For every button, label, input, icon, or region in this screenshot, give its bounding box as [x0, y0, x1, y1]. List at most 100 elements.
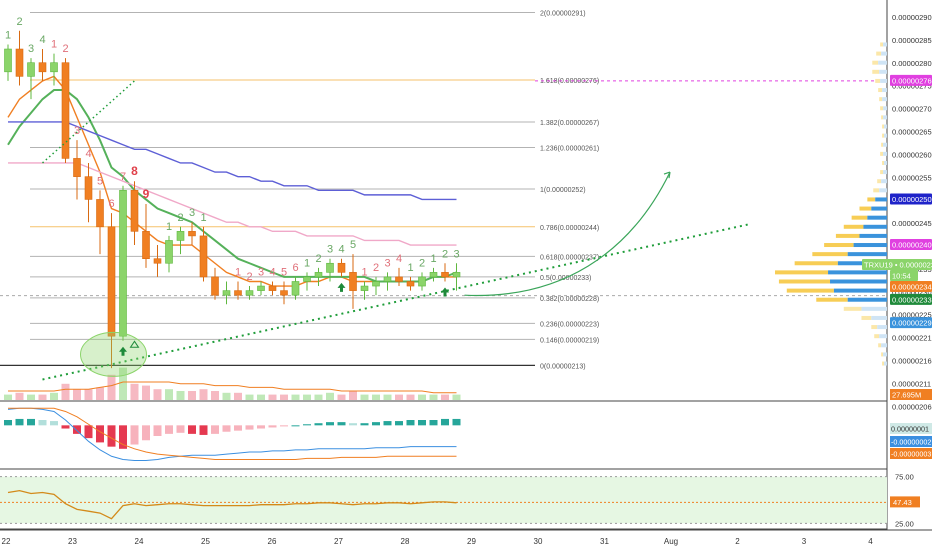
candle-body[interactable]	[165, 240, 173, 264]
volume-profile-sell-bar	[877, 179, 882, 184]
macd-signal-line	[8, 407, 457, 460]
volume-profile-sell-bar	[835, 233, 860, 238]
support-trendline	[42, 223, 749, 381]
volume-profile-buy-bar	[833, 288, 887, 293]
candle-body[interactable]	[15, 48, 24, 77]
td-count-label: 9	[143, 187, 150, 201]
candle-body[interactable]	[234, 290, 242, 296]
candle-body[interactable]	[96, 199, 104, 228]
volume-profile-sell-bar	[882, 133, 885, 138]
candle-body[interactable]	[73, 158, 81, 177]
fib-level-label: 1.382(0.00000267)	[540, 120, 599, 127]
rsi-tick-label: 25.00	[895, 519, 914, 528]
candle-body[interactable]	[418, 276, 426, 287]
candle-body[interactable]	[291, 281, 300, 296]
volume-bar	[257, 394, 265, 400]
candle-body[interactable]	[245, 290, 254, 296]
macd-histogram-bar	[38, 420, 47, 426]
td-count-label: 3	[189, 207, 195, 219]
rsi-band	[0, 476, 887, 524]
moving-average-line	[7, 89, 457, 283]
td-count-label: 5	[281, 266, 287, 278]
candle-body[interactable]	[211, 276, 219, 296]
volume-profile-buy-bar	[883, 115, 887, 120]
volume-profile-buy-bar	[884, 133, 887, 138]
candle-body[interactable]	[61, 62, 70, 159]
candle-body[interactable]	[349, 272, 357, 291]
candle-body[interactable]	[303, 276, 311, 282]
candle-body[interactable]	[441, 272, 449, 278]
td-count-label: 4	[39, 34, 45, 46]
volume-profile-sell-bar	[874, 334, 880, 339]
td-count-label: 1	[304, 257, 310, 269]
candle-body[interactable]	[383, 276, 392, 282]
td-count-label: 4	[396, 253, 402, 265]
volume-profile-buy-bar	[883, 106, 887, 111]
candle-body[interactable]	[406, 281, 415, 287]
td-count-label: 6	[108, 198, 114, 210]
candle-body[interactable]	[372, 281, 380, 287]
candle-body[interactable]	[452, 272, 461, 278]
volume-profile-buy-bar	[883, 42, 887, 47]
candle-body[interactable]	[395, 276, 403, 282]
candle-body[interactable]	[222, 290, 231, 296]
td-count-label: 2	[16, 16, 22, 28]
candle-body[interactable]	[429, 272, 438, 278]
candle-body[interactable]	[50, 62, 58, 73]
volume-profile-buy-bar	[878, 60, 887, 65]
price-tick-label: 0.00000260	[892, 150, 932, 159]
candle-body[interactable]	[142, 231, 150, 259]
candle-body[interactable]	[84, 176, 93, 200]
td-count-label: 3	[74, 125, 80, 137]
volume-profile-buy-bar	[871, 315, 887, 320]
price-tick-label: 0.00000221	[892, 334, 932, 343]
volume-bar	[50, 392, 58, 400]
candle-body[interactable]	[4, 48, 12, 73]
candle-body[interactable]	[188, 231, 196, 237]
candle-body[interactable]	[130, 190, 139, 232]
candle-body[interactable]	[360, 285, 369, 291]
candle-body[interactable]	[314, 272, 323, 278]
volume-bar	[130, 383, 139, 400]
volume-profile-buy-bar	[883, 142, 887, 147]
price-badge-text: 0.00000250	[892, 195, 932, 204]
macd-histogram-bar	[61, 425, 70, 429]
volume-profile-buy-bar	[882, 97, 887, 102]
candle-body[interactable]	[280, 290, 288, 296]
volume-profile-sell-bar	[843, 306, 862, 311]
price-tick-label: 0.00000265	[892, 128, 932, 137]
time-tick-label: 31	[600, 537, 609, 546]
candle-body[interactable]	[119, 190, 127, 337]
projection-arrowhead-icon	[663, 171, 671, 179]
volume-profile-sell-bar	[812, 252, 848, 257]
volume-bar	[199, 389, 208, 400]
td-count-label: 3	[384, 257, 390, 269]
fib-level-label: 2(0.00000291)	[540, 11, 586, 18]
volume-profile-buy-bar	[882, 88, 887, 93]
candle-body[interactable]	[27, 62, 35, 77]
candle-body[interactable]	[153, 258, 162, 264]
volume-profile-sell-bar	[880, 151, 884, 156]
volume-bar	[38, 394, 47, 400]
volume-profile-sell-bar	[867, 197, 876, 202]
price-badge	[890, 74, 932, 86]
macd-histogram-bar	[142, 425, 150, 441]
td-count-label: 3	[258, 266, 264, 278]
candle-body[interactable]	[199, 235, 208, 278]
td-count-label: 5	[350, 239, 356, 251]
candle-body[interactable]	[337, 262, 346, 273]
td-count-label: 8	[131, 164, 138, 178]
candle-body[interactable]	[176, 231, 185, 241]
macd-histogram-bar	[234, 425, 242, 431]
candle-body[interactable]	[38, 62, 47, 73]
volume-profile-buy-bar	[847, 252, 887, 257]
candle-body[interactable]	[107, 226, 116, 337]
candle-body[interactable]	[257, 285, 265, 291]
volume-profile-buy-bar	[881, 343, 887, 348]
volume-profile-buy-bar	[883, 170, 887, 175]
candle-body[interactable]	[268, 285, 277, 291]
volume-profile-buy-bar	[884, 160, 887, 165]
candle-body[interactable]	[326, 262, 334, 273]
